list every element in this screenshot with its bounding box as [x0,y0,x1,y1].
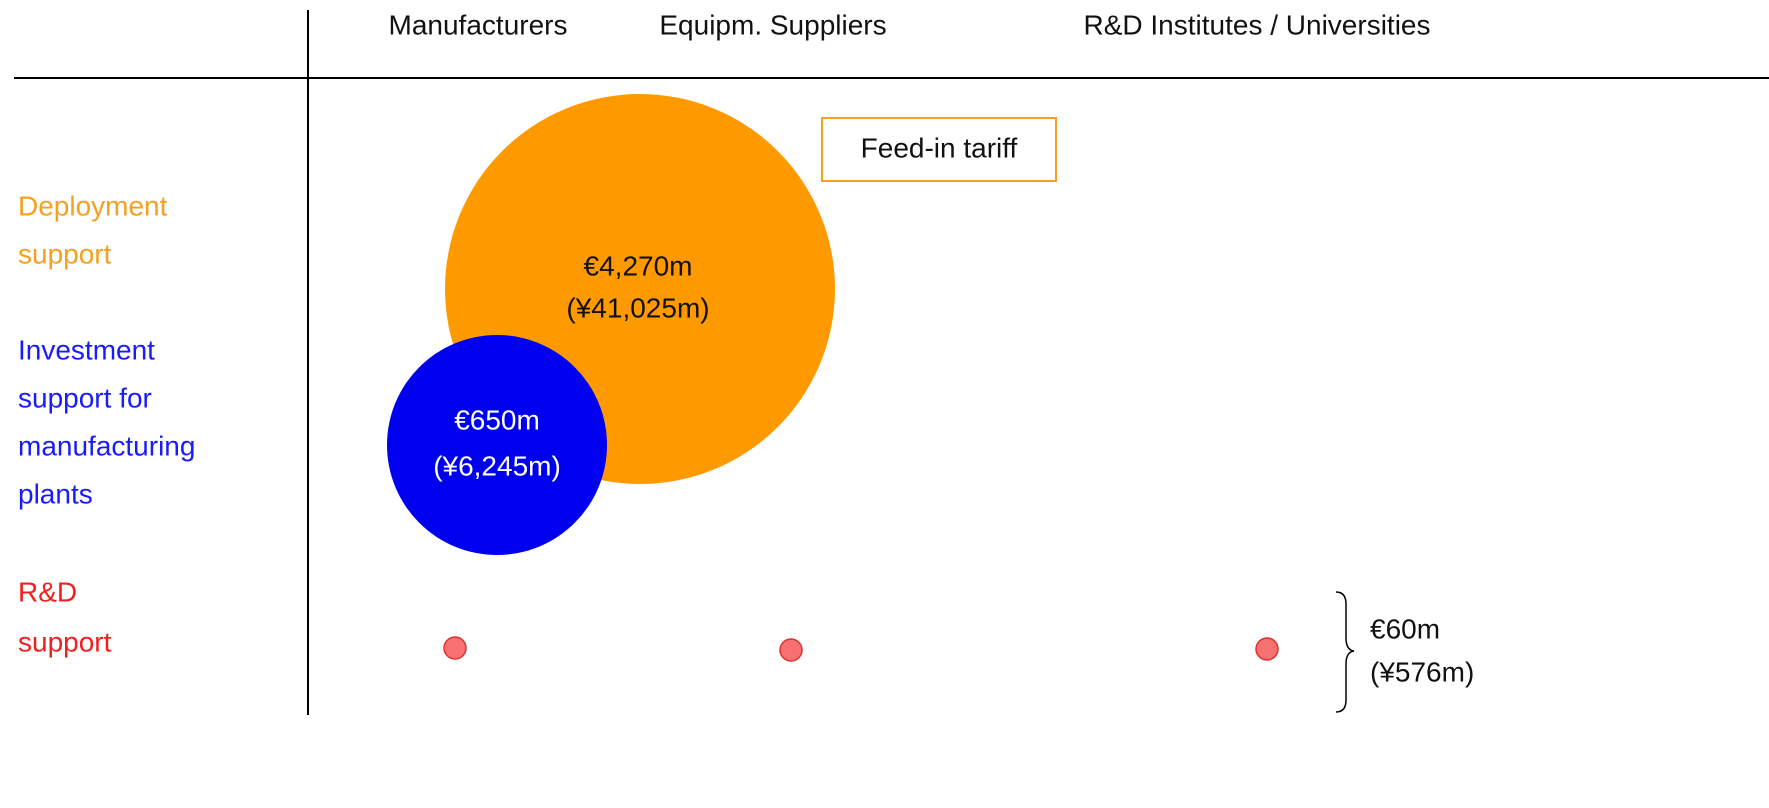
callout-box [821,117,1057,182]
bubble-label: (¥6,245m) [433,450,561,481]
column-header: Manufacturers [389,9,568,40]
rd-dot [779,638,803,662]
rd-total: (¥576m) [1370,656,1474,687]
row-label: support [18,238,112,269]
row-label: plants [18,478,93,509]
row-label: R&D [18,576,77,607]
row-label: support [18,626,112,657]
investment-bubble [387,335,607,555]
callout-text: Feed-in tariff [861,132,1018,163]
bubble-label: €650m [454,404,540,435]
rd-total: €60m [1370,613,1440,644]
bubble-label: €4,270m [584,250,693,281]
bubble-label: (¥41,025m) [566,292,709,323]
rd-dot [443,636,467,660]
row-label: Investment [18,334,155,365]
column-header: R&D Institutes / Universities [1084,9,1431,40]
row-label: manufacturing [18,430,195,461]
rd-dot [1255,637,1279,661]
row-label: Deployment [18,190,168,221]
brace [1335,591,1355,713]
row-label: support for [18,382,152,413]
column-header: Equipm. Suppliers [659,9,886,40]
